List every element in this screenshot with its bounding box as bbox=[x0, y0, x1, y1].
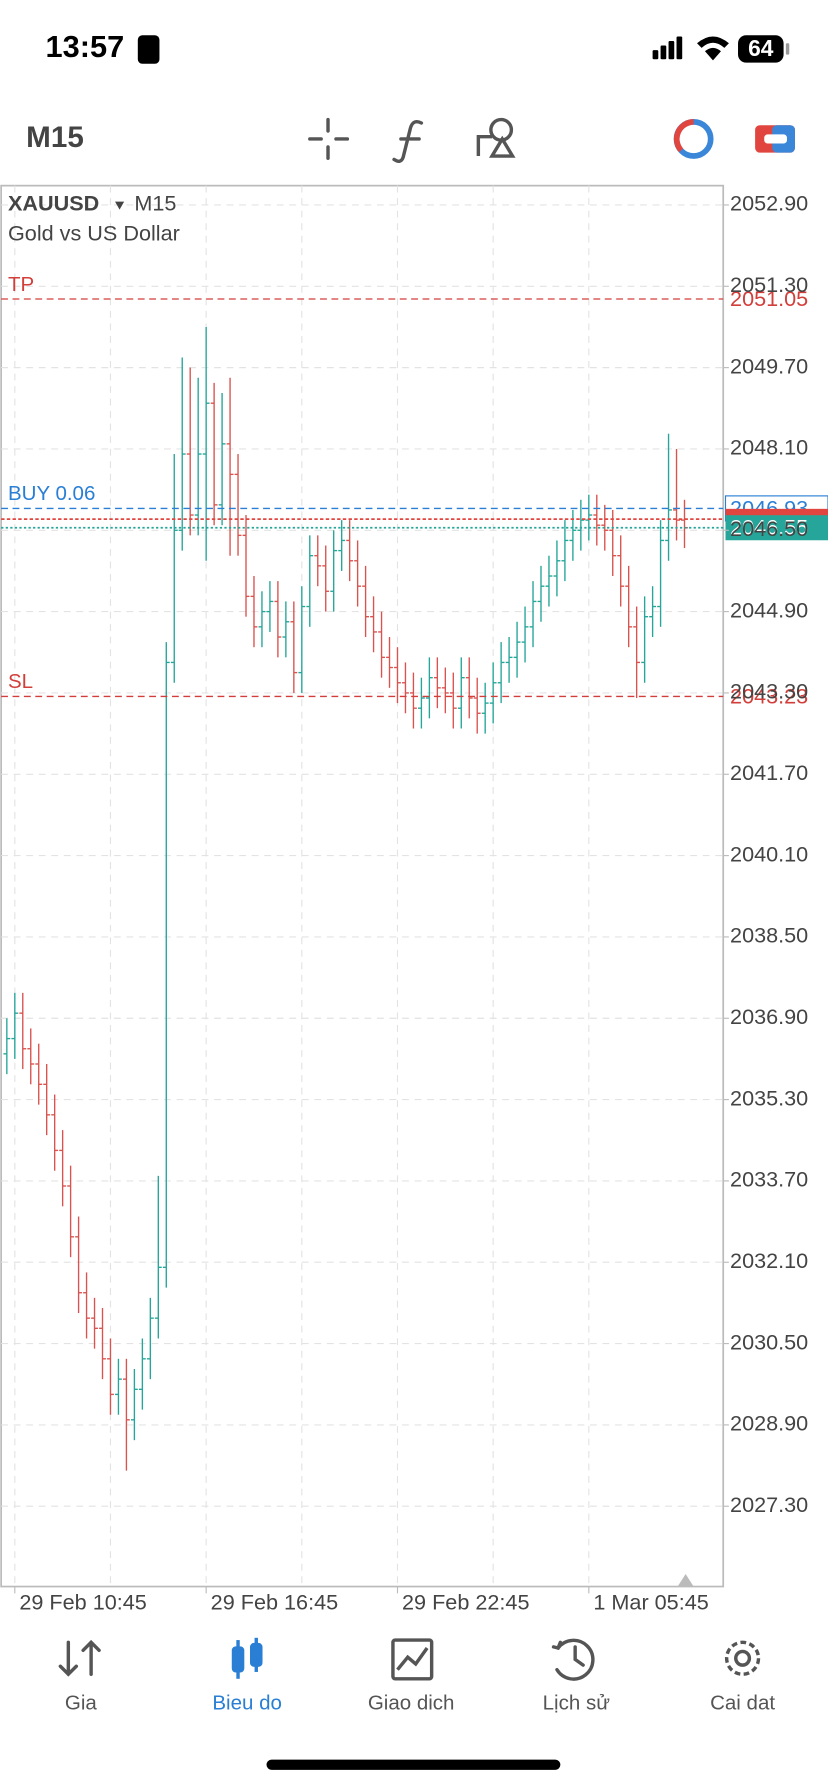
level-price: 2051.05 bbox=[730, 286, 808, 311]
level-price: 2043.23 bbox=[730, 683, 808, 708]
tab-icon-trade[interactable] bbox=[391, 1638, 434, 1681]
y-tick-label: 2043.30 bbox=[730, 679, 808, 704]
crosshair-button[interactable] bbox=[308, 117, 350, 161]
battery-icon bbox=[738, 35, 784, 63]
symbol-description: Gold vs US Dollar bbox=[8, 220, 180, 245]
level-name: TP bbox=[8, 273, 34, 296]
y-tick-label: 2032.10 bbox=[730, 1248, 808, 1273]
toolbar-timeframe[interactable]: M15 bbox=[26, 121, 84, 154]
x-tick-label: 1 Mar 05:45 bbox=[593, 1589, 708, 1614]
signal-icon bbox=[652, 36, 683, 60]
y-tick-label: 2051.30 bbox=[730, 272, 808, 297]
symbol-timeframe: M15 bbox=[134, 191, 176, 216]
y-tick-label: 2046.50 bbox=[730, 516, 808, 541]
tab-label[interactable]: Gia bbox=[65, 1691, 97, 1714]
tab-label[interactable]: Cai dat bbox=[710, 1691, 775, 1714]
scroll-marker[interactable] bbox=[677, 1574, 694, 1587]
bid-box bbox=[725, 515, 828, 541]
y-tick-label: 2049.70 bbox=[730, 353, 808, 378]
ask-box bbox=[725, 508, 828, 521]
y-tick-label: 2048.10 bbox=[730, 435, 808, 460]
level-price-box bbox=[725, 286, 828, 312]
y-tick-label: 2036.90 bbox=[730, 1004, 808, 1029]
x-tick-label: 29 Feb 22:45 bbox=[402, 1589, 529, 1614]
grid bbox=[1, 185, 724, 1587]
wifi-icon bbox=[697, 36, 729, 61]
account-button[interactable] bbox=[755, 125, 795, 153]
y-tick-label: 2052.90 bbox=[730, 191, 808, 216]
symbol[interactable]: XAUUSD bbox=[8, 191, 99, 216]
objects-button[interactable] bbox=[476, 117, 516, 158]
y-tick-label: 2035.30 bbox=[730, 1085, 808, 1110]
symbol-dropdown[interactable] bbox=[115, 201, 125, 210]
home-indicator bbox=[266, 1759, 561, 1770]
bars bbox=[3, 326, 688, 1471]
y-tick-label: 2044.90 bbox=[730, 597, 808, 622]
trade-button[interactable] bbox=[673, 119, 714, 159]
bid-price: 2046.55 bbox=[730, 515, 808, 540]
tab-bar: Gia Bieu do Giao dich Lịch sử Cai dat bbox=[65, 1691, 775, 1714]
x-tick-label: 29 Feb 10:45 bbox=[19, 1589, 146, 1614]
tab-icon-chart[interactable] bbox=[231, 1637, 263, 1679]
y-tick-label: 2038.50 bbox=[730, 923, 808, 948]
tab-icon-history[interactable] bbox=[551, 1638, 595, 1681]
battery-tip bbox=[785, 43, 790, 55]
tab-label[interactable]: Lịch sử bbox=[543, 1691, 611, 1714]
axis: 2052.90 2051.30 2049.70 2048.10 2046.50 2044.… bbox=[14, 191, 808, 1614]
battery-level: 64 bbox=[748, 35, 774, 61]
level-price-box bbox=[725, 683, 828, 710]
y-tick-label: 2027.30 bbox=[730, 1492, 808, 1517]
tab-label[interactable]: Bieu do bbox=[212, 1691, 282, 1714]
tab-icon-quotes[interactable] bbox=[58, 1639, 101, 1677]
y-tick-label: 2030.50 bbox=[730, 1329, 808, 1354]
level-name: BUY 0.06 bbox=[8, 482, 95, 505]
tab-icon-settings[interactable] bbox=[724, 1640, 761, 1676]
x-tick-label: 29 Feb 16:45 bbox=[211, 1589, 338, 1614]
y-tick-label: 2033.70 bbox=[730, 1167, 808, 1192]
y-tick-label: 2028.90 bbox=[730, 1411, 808, 1436]
y-tick-label: 2040.10 bbox=[730, 841, 808, 866]
level-name: SL bbox=[8, 670, 33, 693]
plot-frame bbox=[0, 184, 725, 1588]
y-tick-label: 2041.70 bbox=[730, 760, 808, 785]
indicators-button[interactable] bbox=[392, 120, 424, 163]
status-icon bbox=[137, 35, 160, 64]
tab-label[interactable]: Giao dich bbox=[368, 1691, 455, 1714]
status-time: 13:57 bbox=[46, 29, 125, 64]
